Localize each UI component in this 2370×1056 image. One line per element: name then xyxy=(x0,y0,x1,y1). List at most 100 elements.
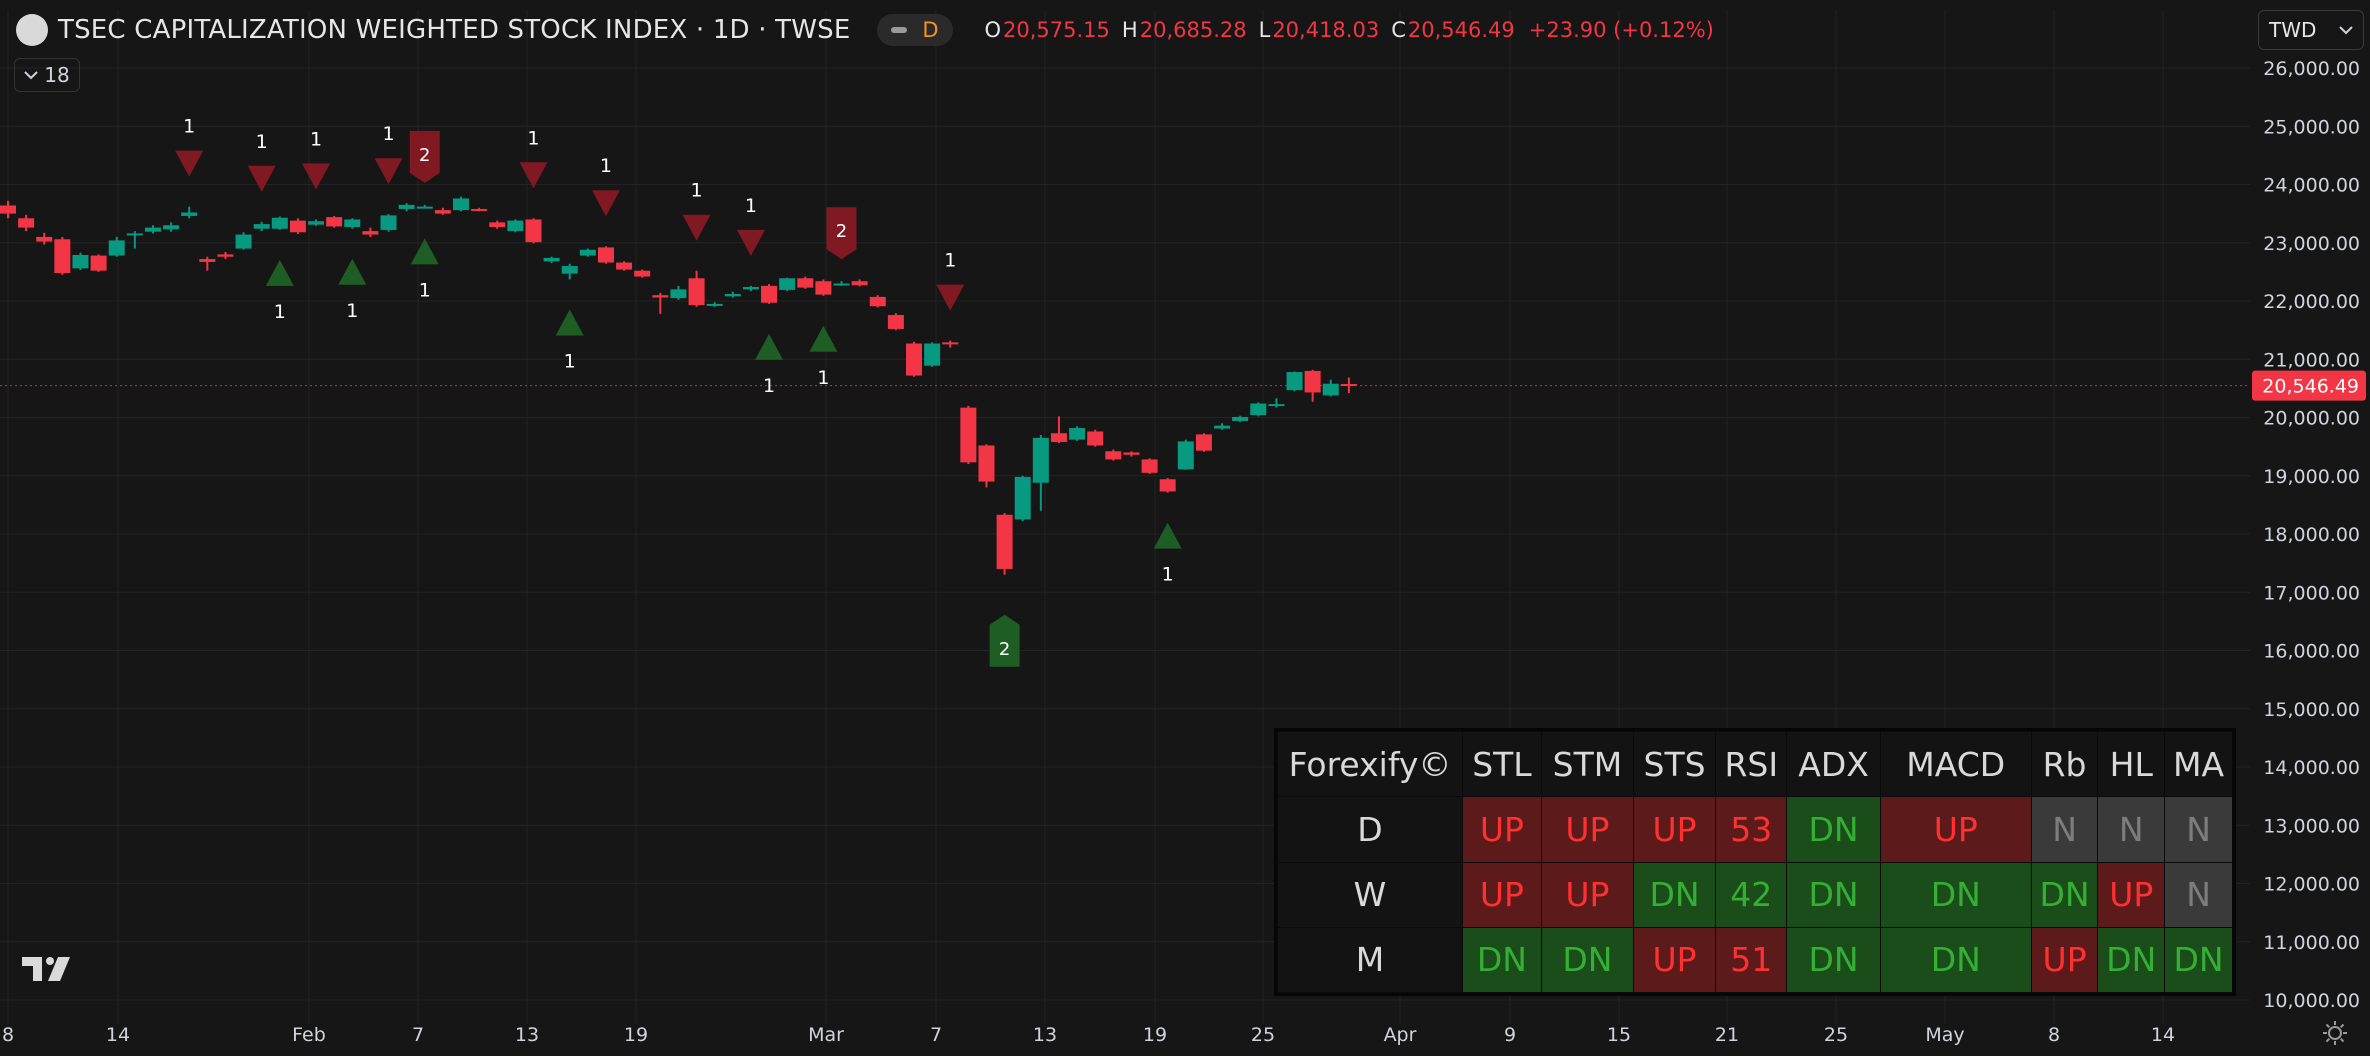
sell-signal-marker xyxy=(591,190,620,217)
chevron-down-icon xyxy=(2339,26,2353,35)
time-tick-label: Feb xyxy=(292,1024,326,1046)
column-header: MACD xyxy=(1879,730,2032,798)
chevron-down-icon xyxy=(24,71,38,80)
candle-body xyxy=(942,342,959,345)
candle-body xyxy=(1141,459,1158,473)
candle-body xyxy=(199,259,216,262)
candle-body xyxy=(815,281,832,295)
candlestick-series xyxy=(0,196,1357,575)
close-value: 20,546.49 xyxy=(1407,18,1515,42)
table-cell: DN xyxy=(1786,861,1881,928)
candle-body xyxy=(978,445,995,482)
time-axis: 8 14 Feb 7 13 19 Mar 7 13 19 25 Apr 9 15 21 25 May 8 14 xyxy=(2,1024,2175,1046)
table-cell: DN xyxy=(1786,926,1881,994)
candle-body xyxy=(543,257,560,262)
candle-body xyxy=(724,294,741,297)
candle-body xyxy=(851,281,868,286)
candle-body xyxy=(906,343,922,376)
candle-body xyxy=(670,289,687,299)
price-tick-label: 18,000.00 xyxy=(2263,524,2360,546)
candle-body xyxy=(108,240,125,256)
candle-body xyxy=(960,407,977,463)
candle-body xyxy=(1069,427,1086,440)
time-tick-label: 19 xyxy=(624,1024,648,1046)
candle-body xyxy=(1340,383,1357,386)
column-header: Rb xyxy=(2030,730,2099,798)
table-cell: UP xyxy=(1632,926,1717,994)
signal-label: 1 xyxy=(346,300,358,322)
buy-signal-marker xyxy=(809,325,838,352)
time-tick-label: 8 xyxy=(2,1024,14,1046)
candle-body xyxy=(1214,425,1231,429)
settings-gear-icon[interactable] xyxy=(2322,1020,2348,1046)
indicator-count: 18 xyxy=(44,63,70,87)
table-header-row: Forexify© STL STM STS RSI ADX MACD Rb HL… xyxy=(1277,730,2233,798)
time-tick-label: 19 xyxy=(1143,1024,1167,1046)
indicators-toggle[interactable]: 18 xyxy=(14,58,80,92)
candle-body xyxy=(597,247,614,263)
price-tick-label: 26,000.00 xyxy=(2263,58,2360,80)
table-cell: 53 xyxy=(1715,796,1788,863)
ohlc-readout: O 20,575.15 H 20,685.28 L 20,418.03 C 20,546… xyxy=(975,18,1714,42)
candle-body xyxy=(652,295,669,298)
signal-label: 2 xyxy=(836,221,847,242)
time-tick-label: 25 xyxy=(1251,1024,1275,1046)
candle-body xyxy=(1123,452,1140,455)
candle-body xyxy=(72,254,89,269)
sell-signal-marker xyxy=(682,214,711,241)
candle-body xyxy=(996,514,1013,569)
candle-body xyxy=(471,208,488,211)
candle-body xyxy=(90,255,107,271)
sell-signal-marker xyxy=(374,158,403,185)
signal-label: 1 xyxy=(183,116,195,138)
symbol-title[interactable]: TSEC CAPITALIZATION WEIGHTED STOCK INDEX… xyxy=(58,15,851,45)
candle-body xyxy=(579,249,596,256)
time-tick-label: 13 xyxy=(1033,1024,1057,1046)
candle-body xyxy=(779,278,796,290)
signal-label: 1 xyxy=(1162,564,1174,586)
table-row: W UP UP DN 42 DN DN DN UP N xyxy=(1277,861,2233,928)
column-header: HL xyxy=(2097,730,2166,798)
signal-label: 1 xyxy=(944,250,956,272)
candle-body xyxy=(398,204,415,209)
price-tick-label: 11,000.00 xyxy=(2263,932,2360,954)
candle-body xyxy=(181,212,198,216)
candle-body xyxy=(1304,370,1321,393)
price-tick-label: 19,000.00 xyxy=(2263,466,2360,488)
candle-body xyxy=(869,296,886,307)
buy-signal-marker xyxy=(1153,522,1182,549)
low-value: 20,418.03 xyxy=(1272,18,1380,42)
candle-body xyxy=(797,278,814,288)
signal-label: 1 xyxy=(817,367,829,389)
buy-signal-marker xyxy=(410,238,439,265)
candle-body xyxy=(36,236,53,242)
tradingview-logo-icon[interactable] xyxy=(22,952,78,992)
column-header: STL xyxy=(1462,730,1542,798)
candle-body xyxy=(453,198,469,211)
candle-body xyxy=(326,217,343,227)
sell-signal-marker xyxy=(409,130,440,183)
candle-body xyxy=(1159,479,1176,492)
price-axis-bg xyxy=(2252,0,2370,1056)
currency-select[interactable]: TWD xyxy=(2258,10,2364,50)
chart-header: TSEC CAPITALIZATION WEIGHTED STOCK INDEX… xyxy=(16,12,1714,48)
candle-body xyxy=(18,218,35,228)
column-header: STS xyxy=(1632,730,1717,798)
price-axis: 10,000.00 11,000.00 12,000.00 13,000.00 14,0… xyxy=(2252,0,2370,1056)
candle-body xyxy=(1177,441,1194,470)
sell-signal-marker xyxy=(736,229,765,256)
candle-body xyxy=(1050,433,1067,442)
table-cell: DN xyxy=(1540,926,1634,994)
symbol-logo-icon xyxy=(16,14,48,46)
last-price-badge xyxy=(2252,370,2366,401)
price-tick-label: 12,000.00 xyxy=(2263,874,2360,896)
candle-body xyxy=(126,233,143,236)
time-tick-label: 25 xyxy=(1824,1024,1848,1046)
price-tick-label: 23,000.00 xyxy=(2263,233,2360,255)
interval-pill[interactable]: D xyxy=(876,14,953,46)
table-cell: UP xyxy=(1540,796,1634,863)
candle-body xyxy=(362,231,379,235)
candle-body xyxy=(688,278,705,306)
candle-body xyxy=(235,234,252,249)
